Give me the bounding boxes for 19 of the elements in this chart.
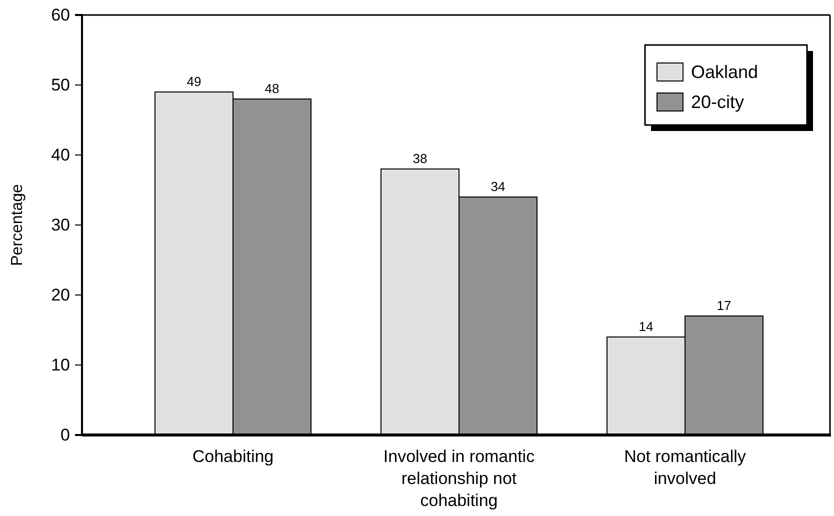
legend-label: 20-city	[691, 92, 744, 112]
y-tick-label: 20	[51, 285, 70, 304]
legend-label: Oakland	[691, 62, 758, 82]
data-label: 14	[638, 319, 654, 334]
data-label: 48	[264, 81, 280, 96]
y-tick-label: 60	[51, 5, 70, 24]
data-label: 34	[490, 179, 506, 194]
y-tick-label: 10	[51, 355, 70, 374]
data-label: 38	[412, 151, 428, 166]
x-tick-label: Involved in romantic relationship not cohabiting	[383, 447, 536, 510]
y-tick-label: 0	[60, 425, 70, 444]
y-axis-title: Percentage	[9, 184, 26, 266]
x-tick-label: Not romantically involved	[624, 447, 746, 488]
data-label: 17	[716, 298, 732, 313]
y-tick-label: 40	[51, 145, 70, 164]
x-tick-label: Cohabiting	[192, 447, 274, 466]
y-tick-label: 30	[51, 215, 70, 234]
data-label: 49	[186, 74, 202, 89]
y-tick-label: 50	[51, 75, 70, 94]
